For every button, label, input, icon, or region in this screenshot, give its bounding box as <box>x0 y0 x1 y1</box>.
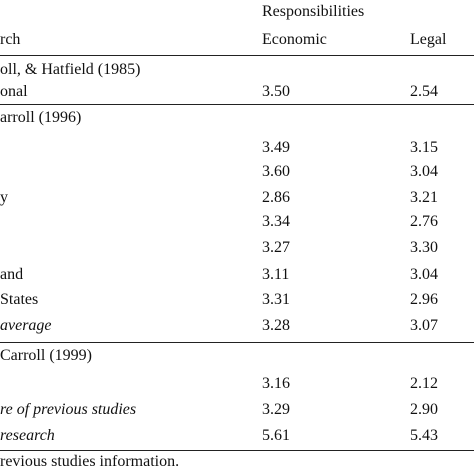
cell-value: 2.76 <box>410 213 438 230</box>
section-rule <box>0 342 474 343</box>
cell-value: 3.15 <box>410 139 438 156</box>
cell-value: 3.16 <box>262 375 290 392</box>
row-label: States <box>0 291 39 308</box>
section-title: oll, & Hatfield (1985) <box>0 61 141 78</box>
cell-value: 3.50 <box>262 83 290 100</box>
cell-value: 3.31 <box>262 291 290 308</box>
column-group: Responsibilities <box>262 3 365 20</box>
row-label: re of previous studies <box>0 401 137 418</box>
cell-value: 3.30 <box>410 239 438 256</box>
cell-value: 2.96 <box>410 291 438 308</box>
column-header: Economic <box>262 31 327 48</box>
section-title: arroll (1996) <box>0 109 82 126</box>
header-rule <box>0 55 474 56</box>
cell-value: 3.04 <box>410 266 438 283</box>
cell-value: 2.90 <box>410 401 438 418</box>
cell-value: 3.04 <box>410 163 438 180</box>
section-rule <box>0 104 474 105</box>
section-title: Carroll (1999) <box>0 347 92 364</box>
cell-value: 3.49 <box>262 139 290 156</box>
cell-value: 2.86 <box>262 189 290 206</box>
cell-value: 2.54 <box>410 83 438 100</box>
cell-value: 3.11 <box>262 266 290 283</box>
cell-value: 3.07 <box>410 317 438 334</box>
row-label: onal <box>0 83 28 100</box>
cell-value: 3.34 <box>262 213 290 230</box>
row-label: and <box>0 266 24 283</box>
row-label: research <box>0 427 55 444</box>
cell-value: 2.12 <box>410 375 438 392</box>
cell-value: 3.60 <box>262 163 290 180</box>
cell-value: 3.29 <box>262 401 290 418</box>
section-rule <box>0 450 474 451</box>
cell-value: 3.21 <box>410 189 438 206</box>
row-label: y <box>0 189 8 206</box>
column-header: Legal <box>410 31 447 48</box>
row-label: average <box>0 317 52 334</box>
footnote: revious studies information. <box>0 453 180 470</box>
cell-value: 5.43 <box>410 427 438 444</box>
cell-value: 3.28 <box>262 317 290 334</box>
cell-value: 3.27 <box>262 239 290 256</box>
column-header: rch <box>0 31 21 48</box>
cell-value: 5.61 <box>262 427 290 444</box>
